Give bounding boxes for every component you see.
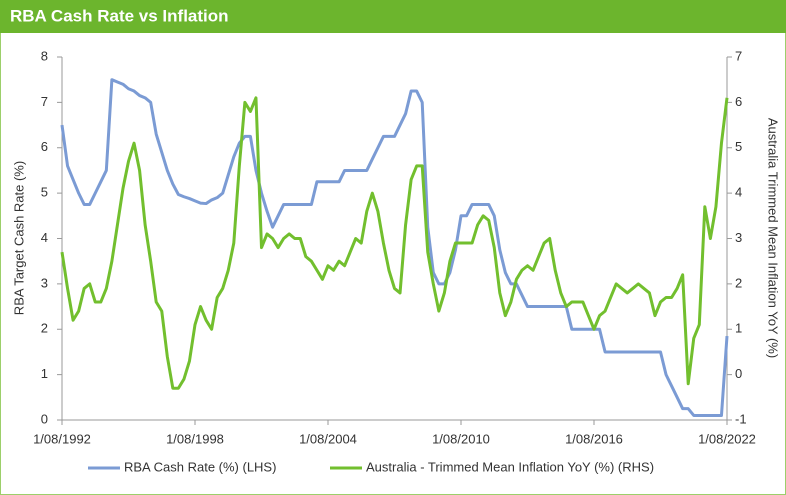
x-tick-label: 1/08/2016 (565, 431, 623, 446)
legend-label: Australia - Trimmed Mean Inflation YoY (… (366, 459, 654, 474)
y-tick-label: 5 (41, 185, 48, 200)
y-tick-label: 6 (41, 139, 48, 154)
x-tick-label: 1/08/2010 (432, 431, 490, 446)
y2-tick-label: 7 (735, 48, 742, 63)
y-tick-label: 8 (41, 48, 48, 63)
x-tick-label: 1/08/2022 (698, 431, 756, 446)
title-banner (0, 0, 786, 33)
y2-tick-label: 4 (735, 185, 742, 200)
y-tick-label: 7 (41, 94, 48, 109)
y-tick-label: 2 (41, 321, 48, 336)
y2-tick-label: 6 (735, 94, 742, 109)
y-tick-label: 0 (41, 411, 48, 426)
y-tick-label: 4 (41, 230, 48, 245)
y2-tick-label: 3 (735, 230, 742, 245)
x-tick-label: 1/08/2004 (299, 431, 357, 446)
x-tick-label: 1/08/1992 (33, 431, 91, 446)
y2-tick-label: 0 (735, 366, 742, 381)
x-tick-label: 1/08/1998 (166, 431, 224, 446)
y2-axis-label: Australia Trimmed Mean Inflation YoY (%) (766, 118, 781, 358)
legend-label: RBA Cash Rate (%) (LHS) (124, 459, 276, 474)
y2-tick-label: 1 (735, 321, 742, 336)
series-line (60, 78, 729, 417)
y2-tick-label: -1 (735, 411, 747, 426)
y-tick-label: 1 (41, 366, 48, 381)
y-tick-label: 3 (41, 275, 48, 290)
chart-title: RBA Cash Rate vs Inflation (10, 6, 229, 25)
y-axis-label: RBA Target Cash Rate (%) (11, 161, 26, 315)
series-line (60, 96, 729, 390)
y2-tick-label: 2 (735, 275, 742, 290)
y2-tick-label: 5 (735, 139, 742, 154)
